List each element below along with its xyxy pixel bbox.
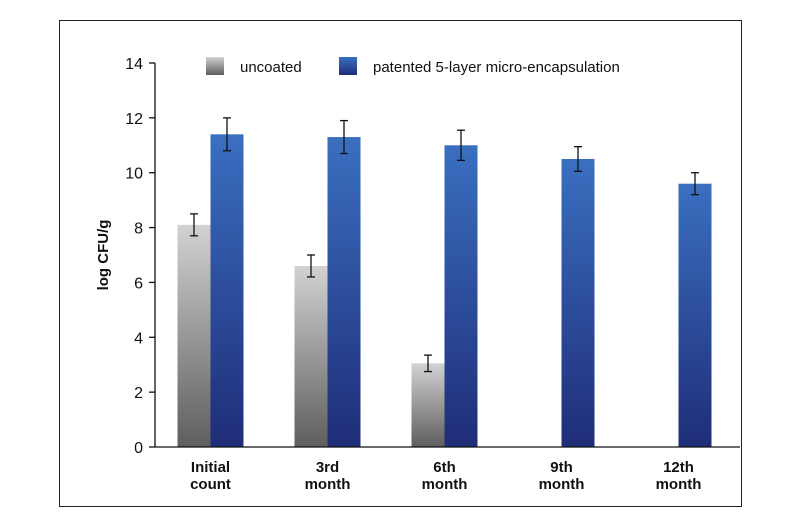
x-category-label: 9th (550, 459, 573, 476)
y-tick-label: 14 (125, 56, 143, 73)
y-tick-label: 6 (134, 275, 143, 292)
bar-coated (444, 145, 478, 447)
y-tick-label: 12 (125, 111, 143, 128)
chart-frame: 0 2 4 6 8 10 12 14 log CFU/g Initial count 3rd month… (59, 20, 742, 507)
x-category-label: Initial (191, 459, 230, 476)
y-axis-label: log CFU/g (95, 220, 112, 291)
x-category-label: 3rd (316, 459, 339, 476)
y-tick-label: 4 (134, 330, 143, 347)
legend-swatch-coated (339, 57, 357, 75)
y-tick-label: 2 (134, 385, 143, 402)
y-tick-label: 0 (134, 440, 143, 457)
legend-label-coated: patented 5-layer micro-encapsulation (373, 59, 620, 76)
x-category-label: month (539, 476, 585, 493)
error-bars-layer (190, 117, 699, 373)
y-tick-label: 10 (125, 166, 143, 183)
legend-label-uncoated: uncoated (240, 59, 302, 76)
x-category-label: month (422, 476, 468, 493)
x-category-label: 12th (663, 459, 694, 476)
y-tick-label: 8 (134, 221, 143, 238)
bar-uncoated (177, 224, 211, 447)
bar-coated (678, 183, 712, 447)
x-category-label: count (190, 476, 231, 493)
legend: uncoated patented 5-layer micro-encapsula… (206, 57, 620, 76)
bars-layer (177, 134, 712, 448)
x-category-label: month (656, 476, 702, 493)
x-category-label: 6th (433, 459, 456, 476)
x-category-label: month (305, 476, 351, 493)
bar-coated (327, 137, 361, 448)
bar-uncoated (411, 363, 445, 447)
bar-coated (210, 134, 244, 448)
bar-coated (561, 159, 595, 447)
bar-uncoated (294, 265, 328, 447)
legend-swatch-uncoated (206, 57, 224, 75)
